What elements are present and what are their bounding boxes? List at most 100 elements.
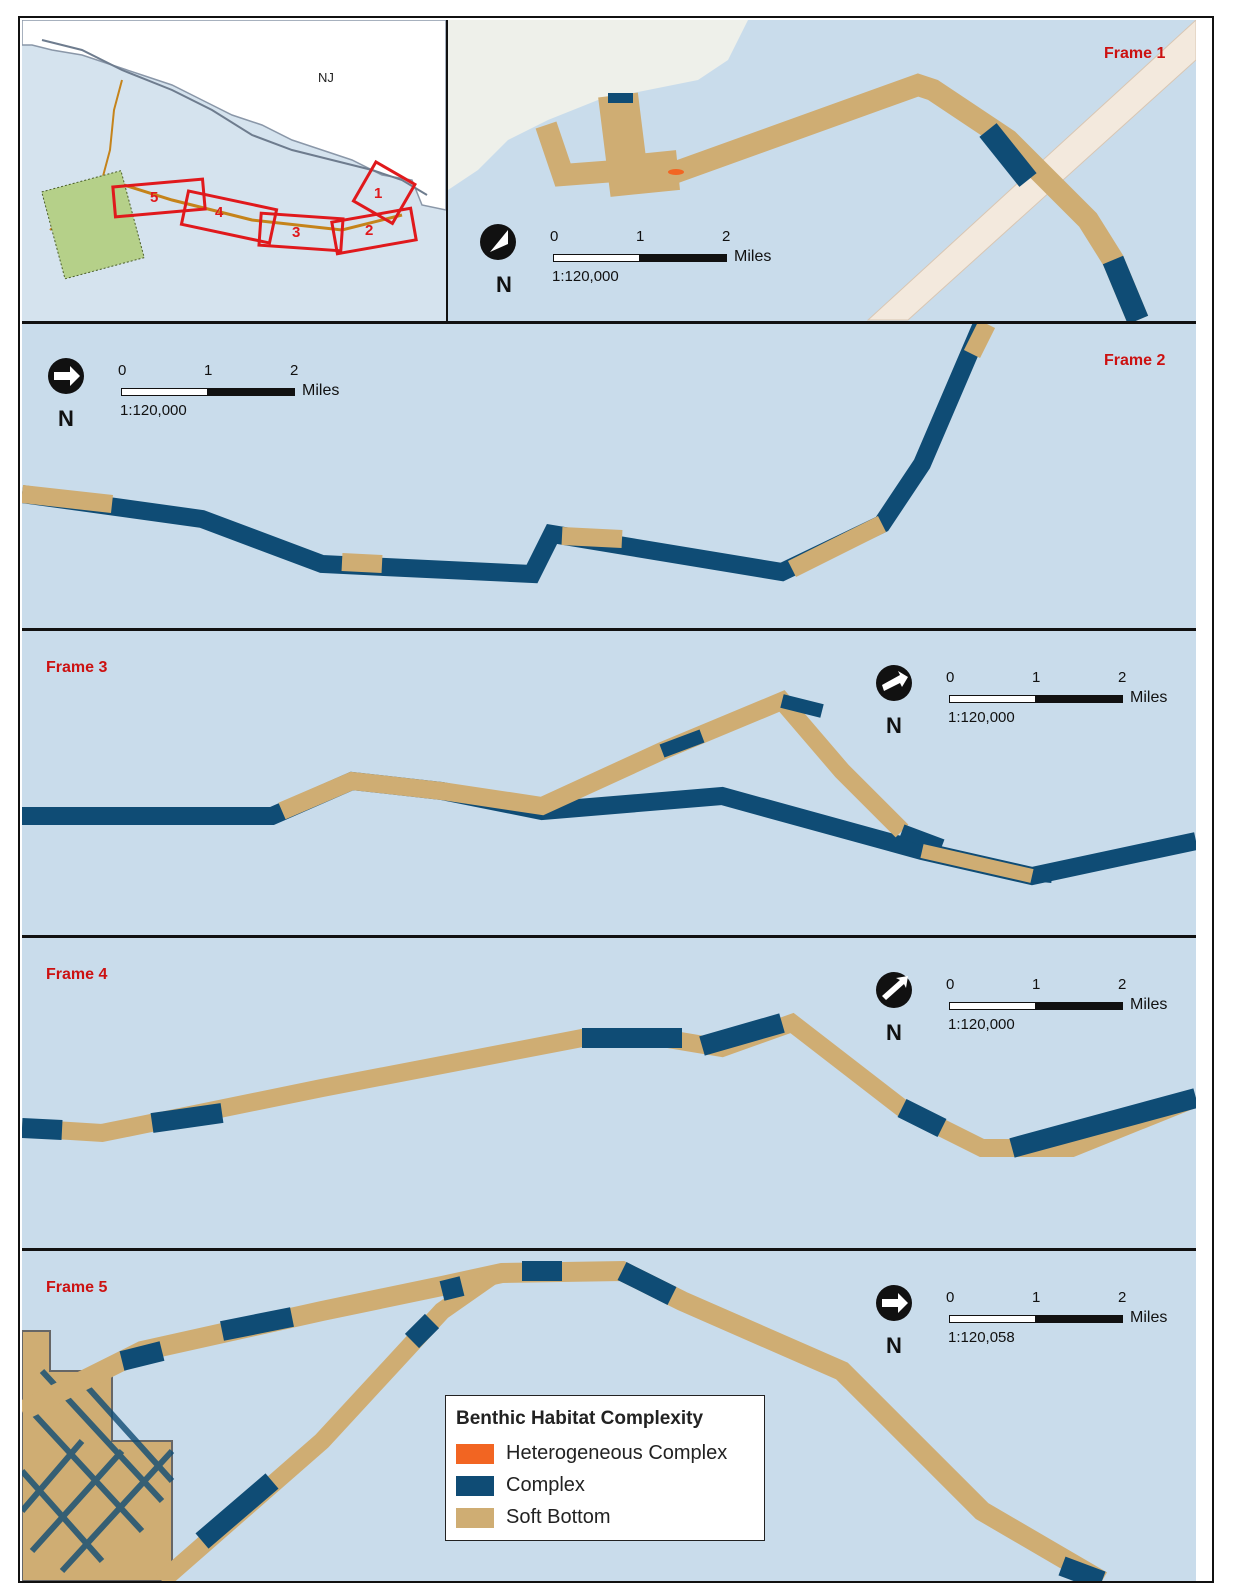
scale-bar: N 0 1 2 Miles 1:120,000 — [874, 968, 1167, 1045]
complex-segment — [22, 1013, 1196, 1158]
north-label: N — [886, 1333, 902, 1358]
scale-bar-segment — [207, 388, 295, 396]
panel-divider — [22, 1248, 1196, 1251]
scale-ratio: 1:120,000 — [948, 709, 1015, 726]
inset-map: 5 4 3 2 1 NJ — [22, 20, 446, 322]
complex-corridor — [22, 324, 991, 584]
north-arrow-icon — [480, 224, 516, 260]
north-arrow-icon — [876, 1285, 912, 1321]
frame-label: Frame 1 — [1104, 45, 1166, 62]
scale-bar: N 0 1 2 Miles 1:120,000 — [478, 220, 771, 297]
panel-divider — [446, 20, 448, 322]
scale-units: Miles — [302, 382, 340, 399]
scale-tick-2: 2 — [1118, 976, 1127, 993]
complex-corridor — [22, 771, 1196, 886]
north-arrow-icon — [48, 358, 84, 394]
heterogeneous-complex-patch — [668, 169, 684, 175]
north-label: N — [886, 1020, 902, 1045]
legend-label: Heterogeneous Complex — [506, 1442, 728, 1464]
lease-area-complex — [22, 1368, 175, 1574]
inset-frame-5-label: 5 — [150, 189, 158, 206]
legend-label: Soft Bottom — [506, 1506, 611, 1528]
north-label: N — [58, 406, 74, 431]
scale-bar-segment — [1035, 1002, 1123, 1010]
scale-ratio: 1:120,000 — [552, 268, 619, 285]
scale-tick-0: 0 — [118, 362, 127, 379]
inset-map-graphic: 5 4 3 2 1 NJ — [22, 20, 446, 280]
scale-bar-segment — [949, 695, 1037, 703]
north-arrow-icon — [876, 665, 912, 701]
inset-frame-4-label: 4 — [215, 204, 224, 221]
complex-segment — [1102, 255, 1149, 321]
panel-divider — [22, 935, 1196, 938]
scale-bar-segment — [1035, 1315, 1123, 1323]
coastline — [41, 39, 428, 196]
north-label: N — [496, 272, 512, 297]
map-legend: Benthic Habitat Complexity Heterogeneous… — [445, 1395, 765, 1541]
lease-area — [41, 170, 145, 280]
scale-ratio: 1:120,000 — [948, 1016, 1015, 1033]
scale-bar-segment — [121, 388, 209, 396]
scale-tick-1: 1 — [1032, 1289, 1041, 1306]
soft-bottom-corridor — [598, 92, 680, 197]
legend-label: Complex — [506, 1474, 585, 1496]
frame-3-map: Frame 3 N 0 1 2 Miles 1:120,000 — [22, 631, 1196, 935]
frame-5-graphic — [22, 1260, 1108, 1581]
scale-ratio: 1:120,058 — [948, 1329, 1015, 1346]
frame-4-graphic — [22, 1012, 1196, 1158]
frame-label: Frame 3 — [46, 659, 108, 676]
scale-units: Miles — [1130, 996, 1168, 1013]
complex-segment — [659, 694, 1053, 883]
legend-swatch — [456, 1508, 494, 1528]
frame-2-graphic — [22, 324, 996, 584]
complex-segment — [119, 1261, 1106, 1581]
soft-bottom-corridor — [278, 690, 909, 838]
scale-bar-segment — [949, 1002, 1037, 1010]
soft-bottom-corridor — [535, 73, 1149, 321]
scale-tick-2: 2 — [1118, 1289, 1127, 1306]
scale-tick-2: 2 — [722, 228, 731, 245]
scale-tick-2: 2 — [1118, 669, 1127, 686]
soft-bottom-segment — [920, 844, 1034, 883]
scale-tick-0: 0 — [946, 669, 955, 686]
scale-tick-1: 1 — [1032, 669, 1041, 686]
inset-frame-2-label: 2 — [365, 222, 373, 239]
frame-1-graphic — [448, 20, 1196, 321]
scale-bar-segment — [639, 254, 727, 262]
frame-3-graphic — [22, 690, 1196, 886]
scale-tick-1: 1 — [1032, 976, 1041, 993]
scale-tick-0: 0 — [946, 1289, 955, 1306]
frame-label: Frame 2 — [1104, 352, 1166, 369]
scale-ratio: 1:120,000 — [120, 402, 187, 419]
frame-4-map: Frame 4 N 0 1 2 Miles 1:120,000 — [22, 938, 1196, 1248]
complex-segment — [979, 123, 1037, 187]
panel-divider — [22, 321, 1196, 324]
panel-divider — [22, 628, 1196, 631]
scale-bar-segment — [1035, 695, 1123, 703]
scale-bar: N 0 1 2 Miles 1:120,058 — [874, 1281, 1167, 1358]
legend-title: Benthic Habitat Complexity — [456, 1408, 704, 1429]
frame-label: Frame 4 — [46, 966, 108, 983]
scale-tick-1: 1 — [636, 228, 645, 245]
scale-bar-segment — [949, 1315, 1037, 1323]
scale-units: Miles — [1130, 1309, 1168, 1326]
scale-tick-2: 2 — [290, 362, 299, 379]
inset-frame-1-label: 1 — [374, 185, 382, 202]
frame-label: Frame 5 — [46, 1279, 108, 1296]
scale-units: Miles — [734, 248, 772, 265]
scale-units: Miles — [1130, 689, 1168, 706]
scale-tick-1: 1 — [204, 362, 213, 379]
scale-bar: N 0 1 2 Miles 1:120,000 — [46, 354, 339, 431]
north-label: N — [886, 713, 902, 738]
legend-swatch — [456, 1476, 494, 1496]
inset-frame-3-label: 3 — [292, 224, 300, 241]
land-area — [448, 20, 748, 190]
cable-route-main — [107, 178, 403, 232]
north-arrow-icon — [876, 972, 912, 1008]
frame-1-map: Frame 1 N 0 1 2 Miles 1:120,000 — [448, 20, 1196, 321]
scale-tick-0: 0 — [946, 976, 955, 993]
land-mass — [22, 20, 446, 211]
state-label: NJ — [318, 70, 334, 85]
scale-bar: N 0 1 2 Miles 1:120,000 — [874, 661, 1167, 738]
soft-bottom-segment — [22, 324, 996, 578]
